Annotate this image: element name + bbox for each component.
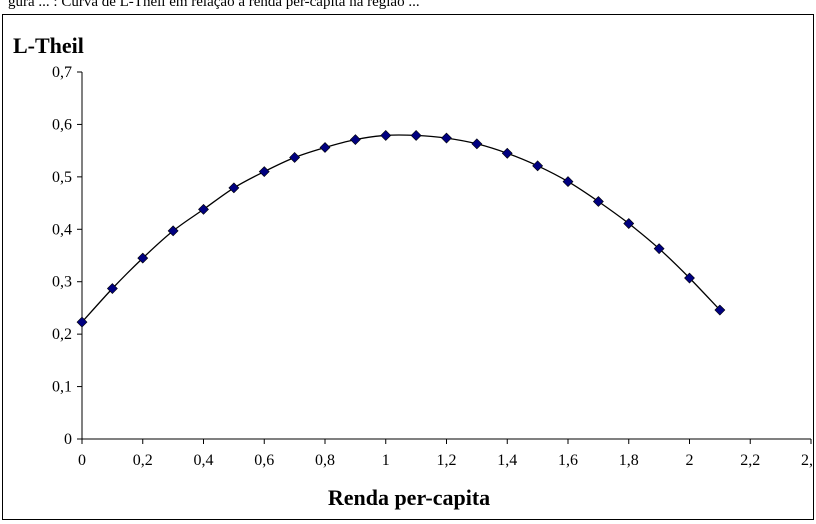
tick-labels: 0 0,1 0,2 0,3 0,4 0,5 0,6 0,7 0 0,2 0,4 0,6 0,8 1 1,2 1…: [52, 64, 814, 469]
data-point: [137, 252, 149, 264]
x-tick-label: 0,6: [254, 452, 274, 469]
data-point: [623, 218, 635, 229]
data-point: [532, 160, 544, 172]
data-point: [349, 134, 361, 146]
data-point: [380, 130, 392, 141]
data-point: [228, 182, 240, 194]
data-point: [653, 243, 665, 255]
x-tick-label: 1,8: [619, 452, 639, 469]
y-tick-label: 0,4: [52, 221, 72, 238]
chart-plot: 0 0,1 0,2 0,3 0,4 0,5 0,6 0,7 0 0,2 0,4 0,6 0,8 1 1,2 1…: [52, 64, 814, 469]
data-point: [410, 130, 422, 141]
data-point: [167, 225, 179, 237]
y-tick-label: 0,1: [52, 379, 72, 396]
series-group: [76, 130, 726, 328]
figure-caption-fragment: gura ... : Curva de L-Theil em relação à…: [8, 0, 420, 10]
x-tick-label: 1: [382, 452, 390, 469]
data-point: [714, 304, 726, 316]
x-tick-label: 1,4: [497, 452, 517, 469]
x-axis-title: Renda per-capita: [327, 485, 491, 510]
data-point: [76, 316, 88, 328]
data-point: [592, 196, 604, 207]
y-axis-title: L-Theil: [13, 33, 84, 58]
x-tick-label: 0: [78, 452, 86, 469]
x-tick-label: 2: [686, 452, 694, 469]
axes: [77, 71, 812, 444]
data-point: [471, 138, 483, 150]
data-point: [562, 176, 574, 187]
data-point: [501, 147, 513, 159]
chart-frame: L-Theil 0 0,1 0,2 0,3 0,4 0,5 0,6 0,7 0 0,2 0,4 0,6…: [2, 14, 814, 520]
data-point: [198, 203, 209, 215]
data-point: [684, 272, 695, 284]
x-tick-label: 1,2: [437, 452, 457, 469]
data-point: [289, 152, 301, 163]
x-tick-label: 2,4: [801, 452, 814, 469]
x-tick-label: 2,2: [740, 452, 760, 469]
y-tick-label: 0,6: [52, 116, 72, 133]
data-point: [106, 283, 118, 294]
x-tick-label: 1,6: [558, 452, 578, 469]
series-line: [81, 134, 721, 323]
y-tick-label: 0,2: [52, 326, 72, 343]
x-tick-label: 0,8: [315, 452, 335, 469]
y-tick-label: 0: [64, 431, 72, 448]
data-point: [441, 132, 452, 144]
x-tick-label: 0,2: [133, 452, 153, 469]
y-tick-label: 0,5: [52, 169, 72, 186]
y-tick-label: 0,3: [52, 274, 72, 291]
y-tick-label: 0,7: [52, 64, 72, 81]
data-point: [319, 142, 331, 153]
x-tick-label: 0,4: [194, 452, 214, 469]
data-point: [258, 166, 270, 178]
